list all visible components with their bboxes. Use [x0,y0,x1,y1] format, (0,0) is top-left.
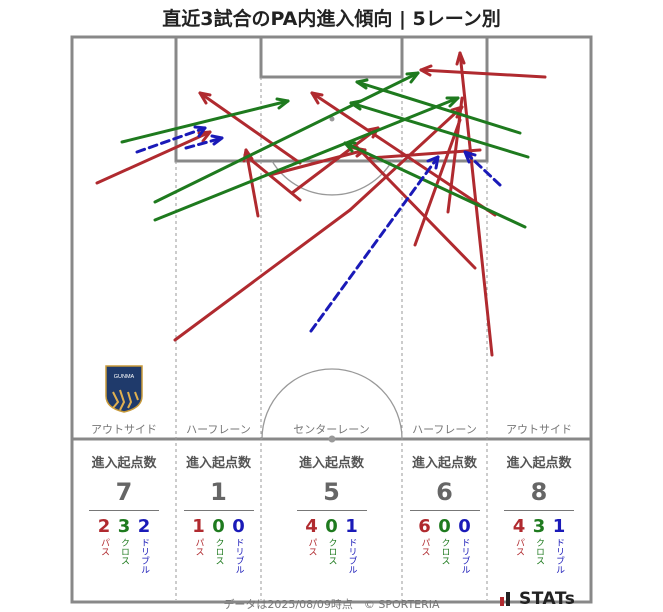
stat-divider [296,510,367,511]
cross-arrow [153,71,420,204]
footer-credit: データは2025/08/09時点 © SPORTERIA [223,598,440,611]
team-crest-icon: GUNMA [105,365,143,413]
penalty-arc [271,160,393,196]
stat-divider [183,510,254,511]
stat-heading: 進入起点数 [411,456,477,471]
stat-total: 6 [436,478,453,506]
cross-arrow [355,78,522,135]
stat-heading: 進入起点数 [91,456,157,471]
cross-arrows [120,71,530,229]
stat-cross: 3 クロス [532,516,546,566]
chart-title: 直近3試合のPA内進入傾向 | 5レーン別 [162,8,501,30]
pitch-arcs [261,160,403,440]
pass-arrow [419,64,547,79]
lane-stats-halfspace-right: 進入起点数 6 6 パス 0 クロス 0 ドリブル [402,452,487,574]
lane-stats-outside-right: 進入起点数 8 4 パス 3 クロス 1 ドリブル [487,452,591,574]
pass-arrow [368,148,482,160]
stat-breakdown: 4 パス 0 クロス 1 ドリブル [261,516,402,575]
stat-total: 7 [115,478,133,506]
dribble-arrow [184,134,224,150]
lane-stats-halfspace-left: 進入起点数 1 1 パス 0 クロス 0 ドリブル [176,452,261,574]
stat-pass: 1 パス [192,516,205,557]
stat-dribble: 0 ドリブル [458,516,471,575]
stat-breakdown: 4 パス 3 クロス 1 ドリブル [487,516,591,575]
stat-dribble: 0 ドリブル [232,516,245,575]
lane-label-center: センターレーン [293,423,370,436]
stat-total: 5 [323,478,340,506]
cross-arrow [349,99,530,159]
stat-cross: 0 クロス [325,516,338,566]
stat-breakdown: 6 パス 0 クロス 0 ドリブル [402,516,487,575]
pass-arrow [413,118,462,247]
penalty-area [174,35,489,163]
dribble-arrow [309,155,440,333]
dribble-arrow [135,125,207,154]
stat-pass: 4 パス [512,516,526,557]
team-crest-text: GUNMA [114,374,135,380]
dribble-arrows [135,125,502,333]
stat-total: 1 [210,478,227,506]
stat-breakdown: 1 パス 0 クロス 0 ドリブル [176,516,261,575]
stat-dribble: 1 ドリブル [552,516,566,575]
stat-dribble: 1 ドリブル [345,516,358,575]
stats-logo-icon [500,592,510,606]
lane-label-halfspace-right: ハーフレーン [412,423,477,436]
lane-label-halfspace-left: ハーフレーン [186,423,251,436]
stat-breakdown: 2 パス 3 クロス 2 ドリブル [72,516,176,575]
pass-arrow [95,130,212,185]
lane-label-outside-right: アウトサイド [506,423,572,436]
stat-divider [504,510,574,511]
stat-heading: 進入起点数 [298,456,364,471]
stat-dribble: 2 ドリブル [137,516,151,575]
lane-label-outside-left: アウトサイド [91,423,157,436]
lane-stats-center: 進入起点数 5 4 パス 0 クロス 1 ドリブル [261,452,402,574]
stat-pass: 6 パス [418,516,431,557]
lane-dividers [175,77,488,600]
brand-text: STATs [519,589,576,609]
stat-cross: 3 クロス [117,516,131,566]
cross-arrow [153,96,460,222]
center-circle [261,368,403,440]
pass-arrow [353,143,477,270]
stat-pass: 4 パス [305,516,318,557]
stat-cross: 0 クロス [212,516,225,566]
pass-arrow [198,91,302,165]
center-spot [328,435,336,443]
stat-heading: 進入起点数 [185,456,251,471]
lane-stats-outside-left: 進入起点数 7 2 パス 3 クロス 2 ドリブル [72,452,176,574]
dribble-arrow [463,150,502,187]
brand-logo: STATs [499,589,575,609]
pass-arrow [310,91,497,217]
goal-area [259,35,404,79]
stat-divider [409,510,480,511]
stat-pass: 2 パス [97,516,111,557]
cross-arrow [343,141,527,229]
stat-cross: 0 クロス [438,516,451,566]
stat-total: 8 [530,478,548,506]
stat-divider [89,510,159,511]
cross-arrow [120,97,290,144]
penalty-spot [329,116,335,122]
stat-heading: 進入起点数 [506,456,572,471]
